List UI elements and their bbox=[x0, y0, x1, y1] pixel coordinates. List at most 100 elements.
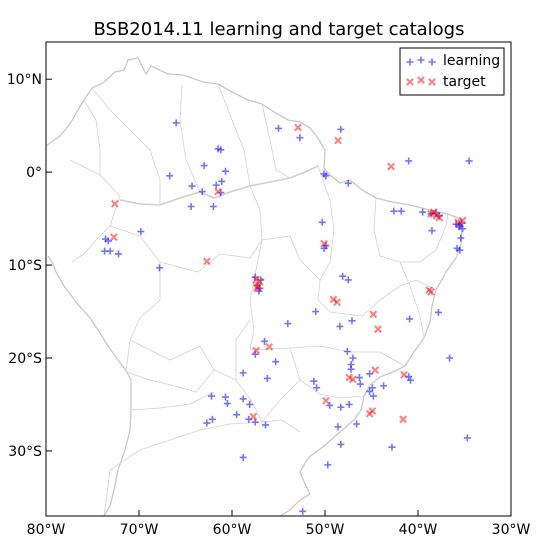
target-point bbox=[322, 396, 330, 405]
legend-target-point bbox=[406, 78, 414, 86]
legend-learning-point bbox=[417, 56, 425, 64]
target-point bbox=[255, 277, 264, 286]
y-tick-label: 10°N bbox=[7, 72, 42, 88]
target-point bbox=[110, 199, 119, 208]
learning-point bbox=[457, 234, 465, 242]
learning-point bbox=[261, 421, 269, 429]
learning-point bbox=[407, 376, 415, 384]
learning-point bbox=[313, 384, 321, 392]
legend-target-label: target bbox=[443, 74, 486, 90]
chart-title: BSB2014.11 learning and target catalogs bbox=[94, 19, 465, 40]
learning-point bbox=[337, 403, 345, 411]
target-point bbox=[399, 415, 408, 424]
legend: learning target bbox=[399, 47, 505, 96]
learning-point bbox=[344, 276, 352, 284]
target-point bbox=[202, 257, 211, 266]
basemap bbox=[46, 57, 463, 516]
learning-point bbox=[336, 322, 344, 330]
learning-point bbox=[172, 119, 180, 127]
learning-point bbox=[318, 218, 326, 226]
target-point bbox=[387, 162, 395, 171]
learning-point bbox=[275, 124, 282, 132]
learning-point bbox=[208, 392, 216, 400]
learning-point bbox=[337, 125, 345, 133]
learning-point bbox=[221, 167, 229, 175]
learning-point bbox=[390, 207, 398, 215]
target-point bbox=[252, 346, 261, 355]
learning-point bbox=[353, 420, 361, 428]
markers-layer bbox=[101, 119, 473, 515]
learning-point bbox=[405, 157, 413, 165]
learning-point bbox=[339, 272, 347, 280]
target-point bbox=[334, 136, 342, 145]
learning-point bbox=[459, 225, 467, 233]
target-point bbox=[294, 123, 302, 132]
learning-point bbox=[239, 369, 247, 377]
learning-point bbox=[106, 247, 114, 255]
learning-point bbox=[296, 134, 304, 142]
learning-point bbox=[322, 172, 330, 180]
x-tick-label: 80°W bbox=[27, 522, 66, 538]
learning-point bbox=[397, 207, 405, 215]
series-learning bbox=[101, 119, 473, 515]
learning-point bbox=[434, 308, 442, 316]
learning-point bbox=[233, 411, 241, 419]
learning-point bbox=[104, 237, 112, 245]
learning-point bbox=[355, 374, 363, 382]
learning-point bbox=[155, 264, 163, 272]
target-point bbox=[374, 325, 382, 334]
learning-point bbox=[217, 146, 225, 154]
learning-point bbox=[324, 461, 332, 469]
target-point bbox=[214, 187, 222, 196]
learning-point bbox=[312, 308, 320, 316]
target-point bbox=[400, 370, 408, 379]
target-point bbox=[371, 366, 380, 374]
learning-point bbox=[345, 400, 353, 408]
learning-point bbox=[187, 203, 195, 211]
coastline bbox=[46, 57, 463, 516]
learning-point bbox=[239, 395, 247, 403]
legend-learning-point bbox=[406, 58, 414, 66]
learning-point bbox=[284, 320, 292, 328]
learning-point bbox=[337, 440, 345, 448]
target-point bbox=[333, 298, 341, 307]
legend-learning-marker bbox=[406, 56, 436, 66]
learning-point bbox=[349, 354, 357, 362]
learning-point bbox=[380, 382, 388, 390]
x-tick-label: 40°W bbox=[399, 522, 438, 538]
target-point bbox=[458, 216, 467, 225]
target-point bbox=[454, 218, 462, 227]
target-point bbox=[369, 310, 378, 319]
borders bbox=[69, 83, 449, 516]
learning-point bbox=[212, 181, 220, 189]
learning-point bbox=[223, 400, 231, 408]
target-point bbox=[109, 233, 118, 242]
learning-point bbox=[446, 354, 454, 362]
learning-point bbox=[299, 507, 307, 515]
x-tick-label: 70°W bbox=[120, 522, 159, 538]
y-tick-label: 10°S bbox=[8, 258, 42, 274]
y-tick-label: 30°S bbox=[8, 444, 42, 460]
learning-point bbox=[198, 188, 206, 196]
learning-point bbox=[343, 347, 351, 355]
learning-point bbox=[310, 377, 318, 385]
learning-point bbox=[419, 208, 427, 216]
learning-point bbox=[221, 393, 229, 401]
target-point bbox=[249, 412, 258, 421]
learning-point bbox=[465, 157, 473, 165]
learning-point bbox=[456, 246, 464, 254]
learning-point bbox=[348, 317, 356, 325]
learning-point bbox=[239, 453, 247, 461]
x-axis: 80°W 70°W 60°W 50°W 40°W 30°W bbox=[27, 510, 530, 538]
y-tick-label: 0° bbox=[26, 165, 42, 181]
plot-frame bbox=[45, 41, 512, 517]
learning-point bbox=[261, 337, 269, 345]
learning-point bbox=[356, 380, 364, 388]
x-tick-label: 50°W bbox=[306, 522, 345, 538]
learning-point bbox=[428, 227, 436, 235]
y-axis: 10°N 0° 10°S 20°S 30°S bbox=[7, 72, 52, 460]
target-point bbox=[320, 239, 328, 248]
learning-point bbox=[218, 177, 226, 185]
target-point bbox=[265, 342, 274, 351]
